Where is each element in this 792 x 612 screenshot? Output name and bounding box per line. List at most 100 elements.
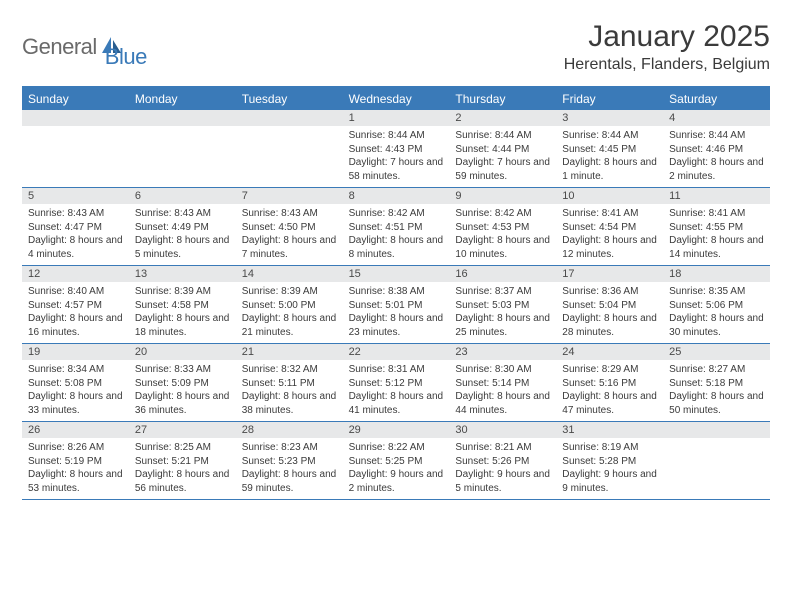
dow-thursday: Thursday (449, 88, 556, 110)
day-line: Daylight: 8 hours and 2 minutes. (669, 156, 764, 183)
day-cell: 29Sunrise: 8:22 AMSunset: 5:25 PMDayligh… (343, 422, 450, 499)
title-block: January 2025 Herentals, Flanders, Belgiu… (564, 20, 770, 74)
day-number: 14 (236, 266, 343, 282)
day-number: 21 (236, 344, 343, 360)
day-cell: 31Sunrise: 8:19 AMSunset: 5:28 PMDayligh… (556, 422, 663, 499)
day-line: Daylight: 8 hours and 33 minutes. (28, 390, 123, 417)
day-body: Sunrise: 8:39 AMSunset: 5:00 PMDaylight:… (236, 282, 343, 343)
day-line: Daylight: 8 hours and 59 minutes. (242, 468, 337, 495)
day-line: Sunrise: 8:25 AM (135, 441, 230, 455)
day-line: Daylight: 8 hours and 10 minutes. (455, 234, 550, 261)
day-number: 27 (129, 422, 236, 438)
day-cell: 6Sunrise: 8:43 AMSunset: 4:49 PMDaylight… (129, 188, 236, 265)
day-number: 13 (129, 266, 236, 282)
day-cell: 19Sunrise: 8:34 AMSunset: 5:08 PMDayligh… (22, 344, 129, 421)
day-cell: 28Sunrise: 8:23 AMSunset: 5:23 PMDayligh… (236, 422, 343, 499)
location-text: Herentals, Flanders, Belgium (564, 56, 770, 74)
day-number: 1 (343, 110, 450, 126)
day-cell: 4Sunrise: 8:44 AMSunset: 4:46 PMDaylight… (663, 110, 770, 187)
day-line: Daylight: 8 hours and 41 minutes. (349, 390, 444, 417)
day-number: 15 (343, 266, 450, 282)
day-number: 22 (343, 344, 450, 360)
day-line: Sunset: 5:26 PM (455, 455, 550, 469)
day-line: Sunset: 4:47 PM (28, 221, 123, 235)
day-line: Sunrise: 8:22 AM (349, 441, 444, 455)
day-line: Daylight: 8 hours and 18 minutes. (135, 312, 230, 339)
day-number: 29 (343, 422, 450, 438)
day-cell: 17Sunrise: 8:36 AMSunset: 5:04 PMDayligh… (556, 266, 663, 343)
day-body: Sunrise: 8:44 AMSunset: 4:45 PMDaylight:… (556, 126, 663, 187)
day-number: 12 (22, 266, 129, 282)
day-cell: 3Sunrise: 8:44 AMSunset: 4:45 PMDaylight… (556, 110, 663, 187)
weeks-container: 1Sunrise: 8:44 AMSunset: 4:43 PMDaylight… (22, 110, 770, 500)
day-line: Sunset: 5:04 PM (562, 299, 657, 313)
day-line: Sunset: 4:50 PM (242, 221, 337, 235)
day-cell: 10Sunrise: 8:41 AMSunset: 4:54 PMDayligh… (556, 188, 663, 265)
day-number: 17 (556, 266, 663, 282)
week-row: 26Sunrise: 8:26 AMSunset: 5:19 PMDayligh… (22, 422, 770, 500)
day-cell: 24Sunrise: 8:29 AMSunset: 5:16 PMDayligh… (556, 344, 663, 421)
day-line: Daylight: 8 hours and 23 minutes. (349, 312, 444, 339)
dow-saturday: Saturday (663, 88, 770, 110)
day-line: Sunset: 4:49 PM (135, 221, 230, 235)
day-body: Sunrise: 8:33 AMSunset: 5:09 PMDaylight:… (129, 360, 236, 421)
day-line: Sunrise: 8:30 AM (455, 363, 550, 377)
day-line: Sunrise: 8:19 AM (562, 441, 657, 455)
day-line: Sunset: 5:11 PM (242, 377, 337, 391)
day-line: Sunset: 4:53 PM (455, 221, 550, 235)
day-line: Sunrise: 8:44 AM (349, 129, 444, 143)
day-number (129, 110, 236, 126)
dow-friday: Friday (556, 88, 663, 110)
day-cell (663, 422, 770, 499)
day-body (236, 126, 343, 184)
day-cell: 27Sunrise: 8:25 AMSunset: 5:21 PMDayligh… (129, 422, 236, 499)
day-number (22, 110, 129, 126)
day-cell: 26Sunrise: 8:26 AMSunset: 5:19 PMDayligh… (22, 422, 129, 499)
day-body: Sunrise: 8:25 AMSunset: 5:21 PMDaylight:… (129, 438, 236, 499)
day-cell: 12Sunrise: 8:40 AMSunset: 4:57 PMDayligh… (22, 266, 129, 343)
day-line: Sunset: 4:45 PM (562, 143, 657, 157)
day-line: Sunset: 4:43 PM (349, 143, 444, 157)
page-title: January 2025 (564, 20, 770, 54)
day-line: Sunrise: 8:31 AM (349, 363, 444, 377)
day-line: Daylight: 7 hours and 58 minutes. (349, 156, 444, 183)
day-line: Sunset: 4:58 PM (135, 299, 230, 313)
day-line: Sunset: 5:01 PM (349, 299, 444, 313)
day-body: Sunrise: 8:43 AMSunset: 4:50 PMDaylight:… (236, 204, 343, 265)
logo-text-blue: Blue (105, 24, 147, 70)
day-number: 2 (449, 110, 556, 126)
day-line: Sunset: 4:51 PM (349, 221, 444, 235)
day-cell: 9Sunrise: 8:42 AMSunset: 4:53 PMDaylight… (449, 188, 556, 265)
day-body: Sunrise: 8:22 AMSunset: 5:25 PMDaylight:… (343, 438, 450, 499)
day-line: Daylight: 8 hours and 30 minutes. (669, 312, 764, 339)
day-cell: 20Sunrise: 8:33 AMSunset: 5:09 PMDayligh… (129, 344, 236, 421)
day-body: Sunrise: 8:26 AMSunset: 5:19 PMDaylight:… (22, 438, 129, 499)
day-line: Daylight: 8 hours and 25 minutes. (455, 312, 550, 339)
day-cell: 23Sunrise: 8:30 AMSunset: 5:14 PMDayligh… (449, 344, 556, 421)
day-number: 7 (236, 188, 343, 204)
day-cell: 18Sunrise: 8:35 AMSunset: 5:06 PMDayligh… (663, 266, 770, 343)
day-body: Sunrise: 8:43 AMSunset: 4:49 PMDaylight:… (129, 204, 236, 265)
day-number: 31 (556, 422, 663, 438)
logo: General Blue (22, 20, 147, 70)
day-line: Sunrise: 8:37 AM (455, 285, 550, 299)
day-line: Daylight: 8 hours and 44 minutes. (455, 390, 550, 417)
day-body: Sunrise: 8:27 AMSunset: 5:18 PMDaylight:… (663, 360, 770, 421)
day-line: Sunrise: 8:39 AM (135, 285, 230, 299)
day-number: 23 (449, 344, 556, 360)
day-body: Sunrise: 8:32 AMSunset: 5:11 PMDaylight:… (236, 360, 343, 421)
dow-monday: Monday (129, 88, 236, 110)
day-cell: 25Sunrise: 8:27 AMSunset: 5:18 PMDayligh… (663, 344, 770, 421)
day-line: Sunrise: 8:41 AM (669, 207, 764, 221)
day-line: Daylight: 9 hours and 5 minutes. (455, 468, 550, 495)
day-line: Sunrise: 8:27 AM (669, 363, 764, 377)
day-cell (129, 110, 236, 187)
day-body: Sunrise: 8:44 AMSunset: 4:43 PMDaylight:… (343, 126, 450, 187)
day-line: Sunset: 5:28 PM (562, 455, 657, 469)
day-line: Sunrise: 8:32 AM (242, 363, 337, 377)
day-body: Sunrise: 8:34 AMSunset: 5:08 PMDaylight:… (22, 360, 129, 421)
header: General Blue January 2025 Herentals, Fla… (22, 20, 770, 74)
day-number: 6 (129, 188, 236, 204)
day-line: Sunrise: 8:35 AM (669, 285, 764, 299)
day-line: Sunrise: 8:29 AM (562, 363, 657, 377)
